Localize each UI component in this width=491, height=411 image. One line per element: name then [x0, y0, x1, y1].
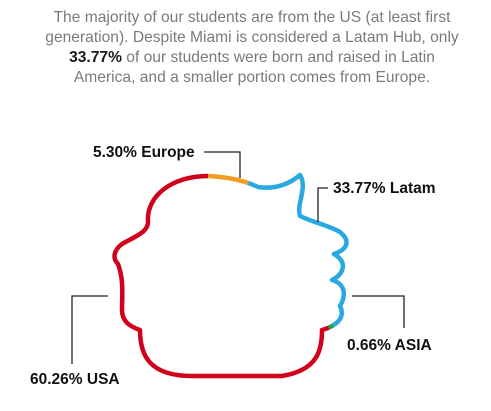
leader-usa — [71, 295, 108, 364]
intro-highlight-percent: 33.77% — [69, 49, 122, 66]
intro-text-start: The majority of our students are from th… — [45, 9, 459, 46]
leader-latam — [317, 187, 328, 222]
intro-paragraph: The majority of our students are from th… — [42, 8, 462, 88]
intro-text-end: of our students were born and raised in … — [73, 49, 435, 86]
label-asia: 0.66% ASIA — [347, 337, 432, 354]
label-europe: 5.30% Europe — [93, 144, 195, 161]
slice-usa — [112, 172, 349, 379]
leader-europe — [204, 151, 241, 178]
label-usa: 60.26% USA — [30, 371, 120, 388]
leader-asia — [352, 295, 405, 328]
label-latam: 33.77% Latam — [333, 180, 436, 197]
slice-latam — [112, 172, 349, 379]
